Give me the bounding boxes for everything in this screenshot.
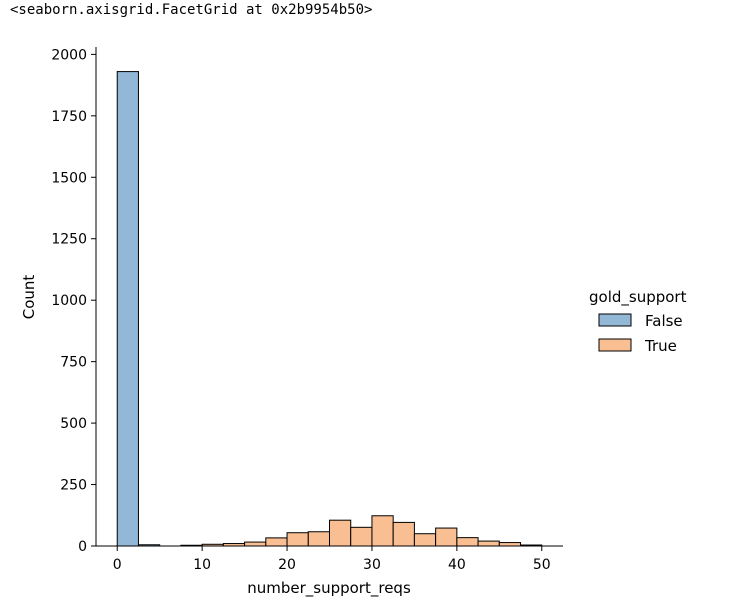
bar-true-15: [498, 542, 522, 547]
y-tick-label: 500: [60, 416, 87, 432]
x-tick-label: 10: [193, 557, 211, 573]
y-tick-label: 2000: [51, 47, 87, 63]
legend-swatch-false: [598, 313, 632, 327]
legend-title: gold_support: [589, 288, 687, 307]
bar-true-10: [392, 521, 415, 547]
x-tick-label: 0: [113, 557, 122, 573]
x-ticks-group: 0 10 20 30 40 50: [113, 546, 551, 573]
x-axis-label: number_support_reqs: [247, 579, 411, 598]
y-tick-label: 1000: [51, 293, 87, 309]
bar-true-6: [307, 531, 331, 547]
bar-true-14: [477, 540, 500, 547]
output-repr-text: <seaborn.axisgrid.FacetGrid at 0x2b9954b…: [10, 2, 373, 18]
y-tick-label: 1250: [51, 232, 87, 248]
y-tick-label: 1750: [51, 109, 87, 125]
bar-true-11: [413, 533, 437, 547]
legend-label-false: False: [645, 312, 683, 330]
bar-true-5: [286, 532, 309, 547]
legend: gold_support False True: [589, 288, 687, 355]
y-tick-label: 250: [60, 478, 87, 494]
y-axis-label: Count: [20, 275, 38, 320]
bar-true-9: [371, 515, 394, 547]
x-tick-label: 30: [363, 557, 381, 573]
bar-false-0: [116, 71, 139, 547]
bar-true-4: [265, 537, 288, 547]
x-tick-label: 50: [533, 557, 551, 573]
y-tick-label: 0: [78, 539, 87, 555]
bar-true-7: [329, 519, 352, 547]
axes-group: [95, 47, 563, 547]
bars-group: [116, 71, 543, 547]
x-tick-label: 20: [278, 557, 296, 573]
y-ticks-group: 0 250 500 750 1000 1250 1500 1750 2000: [51, 47, 96, 555]
bar-true-12: [435, 527, 458, 547]
legend-label-true: True: [644, 337, 677, 355]
bar-true-3: [244, 541, 267, 547]
y-tick-label: 1500: [51, 170, 87, 186]
x-tick-label: 40: [448, 557, 466, 573]
bar-true-13: [456, 537, 479, 547]
legend-swatch-true: [598, 338, 632, 352]
bar-true-8: [350, 526, 373, 547]
y-tick-label: 750: [60, 355, 87, 371]
